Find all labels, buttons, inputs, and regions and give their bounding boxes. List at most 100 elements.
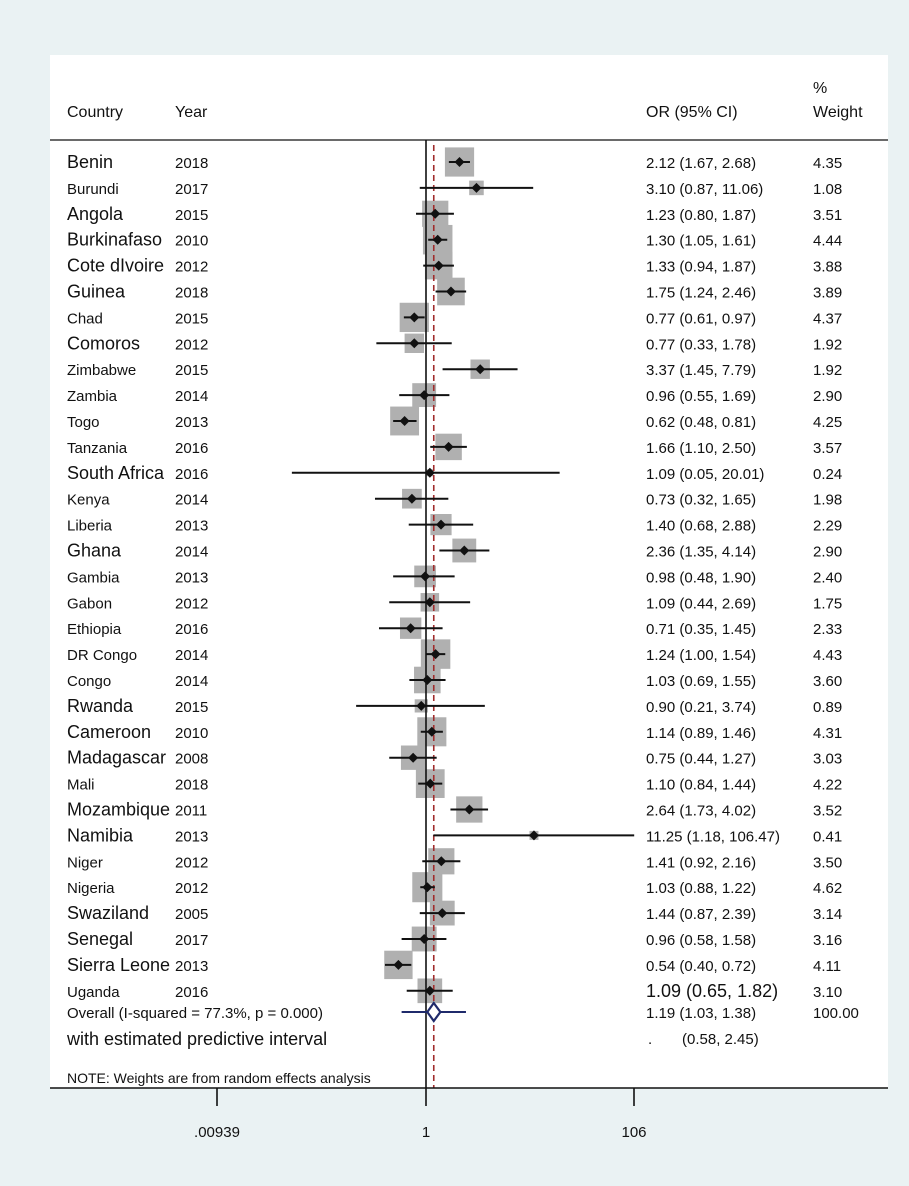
or-ci-label: 1.40 (0.68, 2.88) <box>646 518 756 535</box>
or-ci-label: 1.30 (1.05, 1.61) <box>646 233 756 250</box>
country-label: Niger <box>67 854 103 871</box>
weight-label: 1.08 <box>813 181 842 198</box>
weight-label: 3.51 <box>813 207 842 224</box>
x-tick-label: .00939 <box>194 1124 240 1141</box>
year-label: 2016 <box>175 466 208 483</box>
or-ci-label: 2.12 (1.67, 2.68) <box>646 155 756 172</box>
point-estimate <box>430 649 441 660</box>
point-estimate <box>422 882 433 893</box>
weight-label: 4.35 <box>813 155 842 172</box>
weight-label: 4.25 <box>813 414 842 431</box>
point-estimate <box>393 959 404 970</box>
weight-label: 1.92 <box>813 362 842 379</box>
point-estimate <box>443 441 454 452</box>
or-ci-label: 3.37 (1.45, 7.79) <box>646 362 756 379</box>
year-label: 2013 <box>175 828 208 845</box>
or-ci-label: 1.03 (0.88, 1.22) <box>646 880 756 897</box>
country-label: DR Congo <box>67 647 137 664</box>
or-ci-label: 3.10 (0.87, 11.06) <box>646 181 763 198</box>
country-label: Ethiopia <box>67 621 122 638</box>
weight-label: 2.29 <box>813 518 842 535</box>
x-tick-label: 106 <box>621 1124 646 1141</box>
weight-label: 4.43 <box>813 647 842 664</box>
point-estimate <box>454 157 465 167</box>
country-label: Tanzania <box>67 440 128 457</box>
weight-label: 2.40 <box>813 569 842 586</box>
year-label: 2014 <box>175 647 208 664</box>
point-estimate <box>424 467 435 478</box>
x-tick-label: 1 <box>422 1124 430 1141</box>
weight-label: 3.57 <box>813 440 842 457</box>
year-label: 2017 <box>175 181 208 198</box>
year-label: 2015 <box>175 207 208 224</box>
year-label: 2015 <box>175 310 208 327</box>
year-label: 2010 <box>175 233 208 250</box>
year-label: 2010 <box>175 725 208 742</box>
year-label: 2013 <box>175 569 208 586</box>
or-ci-label: 1.44 (0.87, 2.39) <box>646 906 756 923</box>
country-label: Uganda <box>67 984 120 1001</box>
point-estimate <box>437 908 448 919</box>
point-estimate <box>409 312 420 323</box>
year-label: 2015 <box>175 362 208 379</box>
study-labels: Benin 2018 2.12 (1.67, 2.68) 4.35 Burundi 201… <box>67 152 842 1001</box>
year-label: 2014 <box>175 388 208 405</box>
or-ci-label: 0.75 (0.44, 1.27) <box>646 751 756 768</box>
or-ci-label: 0.71 (0.35, 1.45) <box>646 621 756 638</box>
overall-ci: 1.19 (1.03, 1.38) <box>646 1005 756 1022</box>
weights-note: NOTE: Weights are from random effects an… <box>67 1070 371 1086</box>
point-estimate <box>416 700 427 711</box>
or-ci-label: 0.90 (0.21, 3.74) <box>646 699 756 716</box>
country-label: Guinea <box>67 282 126 302</box>
predictive-interval-dot: . <box>648 1031 652 1048</box>
or-ci-label: 1.24 (1.00, 1.54) <box>646 647 756 664</box>
country-label: Angola <box>67 204 124 224</box>
or-ci-label: 2.64 (1.73, 4.02) <box>646 803 756 820</box>
country-label: Sierra Leone <box>67 955 170 975</box>
weight-label: 3.88 <box>813 259 842 276</box>
weight-label: 3.52 <box>813 803 842 820</box>
point-estimate <box>424 985 435 996</box>
or-ci-label: 0.62 (0.48, 0.81) <box>646 414 756 431</box>
country-label: Benin <box>67 152 113 172</box>
year-label: 2011 <box>175 803 207 820</box>
header-country: Country <box>67 104 123 121</box>
country-label: Rwanda <box>67 696 134 716</box>
point-estimate <box>430 208 441 219</box>
country-label: Liberia <box>67 518 113 535</box>
country-label: Gabon <box>67 595 112 612</box>
year-label: 2012 <box>175 336 208 353</box>
predictive-interval-ci: (0.58, 2.45) <box>682 1031 759 1048</box>
plot-panel <box>50 55 888 1088</box>
weight-label: 4.44 <box>813 233 842 250</box>
country-label: Gambia <box>67 569 120 586</box>
year-label: 2014 <box>175 492 208 509</box>
year-label: 2018 <box>175 777 208 794</box>
country-label: Kenya <box>67 492 110 509</box>
point-estimate <box>420 571 431 582</box>
point-estimate <box>399 416 410 426</box>
or-ci-label: 1.41 (0.92, 2.16) <box>646 854 756 871</box>
country-label: Senegal <box>67 929 133 949</box>
point-estimate <box>405 623 416 634</box>
point-estimate <box>425 778 436 789</box>
year-label: 2005 <box>175 906 208 923</box>
or-ci-label: 1.03 (0.69, 1.55) <box>646 673 756 690</box>
header-weight: Weight <box>813 104 863 121</box>
point-estimate <box>408 752 419 763</box>
weight-label: 3.10 <box>813 984 842 1001</box>
predictive-interval-label: with estimated predictive interval <box>66 1029 327 1049</box>
year-label: 2017 <box>175 932 208 949</box>
weight-label: 3.03 <box>813 751 842 768</box>
country-label: Swaziland <box>67 903 149 923</box>
country-label: Burundi <box>67 181 119 198</box>
weight-label: 3.16 <box>813 932 842 949</box>
point-estimate <box>436 856 447 867</box>
year-label: 2014 <box>175 673 208 690</box>
weight-label: 2.33 <box>813 621 842 638</box>
weight-label: 4.11 <box>813 958 841 975</box>
overall-label: Overall (I-squared = 77.3%, p = 0.000) <box>67 1005 323 1022</box>
weight-label: 2.90 <box>813 388 842 405</box>
or-ci-label: 1.23 (0.80, 1.87) <box>646 207 756 224</box>
